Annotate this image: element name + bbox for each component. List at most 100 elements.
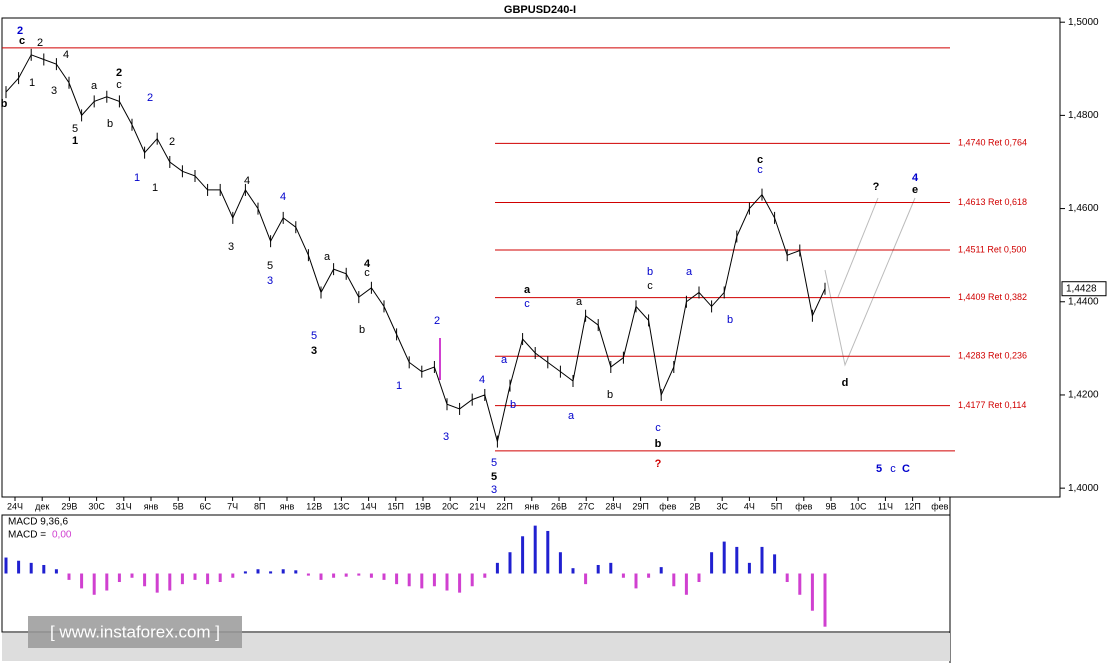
macd-value: 0,00 <box>52 530 72 541</box>
macd-bar <box>155 573 159 593</box>
wave-label: b <box>655 438 662 450</box>
macd-bar <box>4 557 8 574</box>
macd-bar <box>130 573 134 578</box>
wave-label: 4 <box>63 49 69 61</box>
x-tick-label: 8П <box>254 501 265 511</box>
macd-bar <box>42 564 46 574</box>
macd-label: MACD 9,36,6 <box>8 517 68 528</box>
macd-bar <box>193 573 197 580</box>
wave-label: 5 <box>267 260 273 272</box>
x-tick-label: 27С <box>578 501 595 511</box>
x-tick-label: 11Ч <box>878 501 893 511</box>
wave-label: 3 <box>267 275 273 287</box>
macd-bar <box>180 573 184 585</box>
macd-bar <box>80 573 84 589</box>
level-label: 1,4740 Ret 0,764 <box>958 138 1027 148</box>
macd-bar <box>558 552 562 574</box>
wave-label: a <box>568 410 575 422</box>
macd-bar <box>67 573 71 580</box>
macd-bar <box>735 546 739 574</box>
wave-label: 4 <box>912 172 919 184</box>
x-tick-label: 12П <box>904 501 920 511</box>
y-tick-label: 1,4200 <box>1068 390 1099 401</box>
macd-bar <box>495 562 499 574</box>
x-tick-label: 28Ч <box>605 501 621 511</box>
wave-label: c <box>524 298 530 310</box>
y-tick-label: 1,4800 <box>1068 110 1099 121</box>
x-tick-label: 7Ч <box>227 501 238 511</box>
macd-bar <box>306 573 310 576</box>
wave-label: a <box>324 251 331 263</box>
x-tick-label: 9В <box>825 501 836 511</box>
macd-bar <box>596 564 600 574</box>
macd-bar <box>609 562 613 574</box>
x-tick-label: янв <box>144 501 159 511</box>
wave-label: 1 <box>152 182 158 194</box>
wave-label: 5 <box>72 123 78 135</box>
wave-label: c <box>757 164 763 176</box>
macd-bar <box>369 573 373 578</box>
wave-label: 3 <box>491 484 497 496</box>
macd-bar <box>395 573 399 585</box>
wave-label: C <box>902 463 910 475</box>
macd-bar <box>647 573 651 578</box>
wave-label: b <box>1 98 8 110</box>
wave-label: 3 <box>443 431 449 443</box>
macd-bar <box>281 569 285 574</box>
macd-bar <box>294 570 298 574</box>
x-tick-label: янв <box>280 501 295 511</box>
wave-label: a <box>576 296 583 308</box>
macd-bar <box>697 573 701 583</box>
wave-label: 3 <box>51 85 57 97</box>
level-label: 1,4283 Ret 0,236 <box>958 351 1027 361</box>
x-tick-label: 4Ч <box>744 501 755 511</box>
macd-bar <box>659 567 663 574</box>
wave-label: b <box>107 118 113 130</box>
x-tick-label: 26В <box>551 501 567 511</box>
macd-bar <box>684 573 688 595</box>
last-price-box <box>1061 281 1107 297</box>
macd-bar <box>105 573 109 591</box>
watermark-box <box>28 616 242 648</box>
x-tick-label: 13С <box>333 501 350 511</box>
wave-label: 3 <box>228 241 234 253</box>
wave-label: 2 <box>116 67 122 79</box>
wave-label: 2 <box>37 37 43 49</box>
wave-label: c <box>116 79 122 91</box>
x-tick-label: 14Ч <box>361 501 377 511</box>
macd-bar <box>672 573 676 587</box>
wave-label: 4 <box>244 175 250 187</box>
macd-bar <box>319 573 323 580</box>
x-tick-label: 29П <box>632 501 648 511</box>
x-tick-label: янв <box>524 501 539 511</box>
macd-bar <box>533 525 537 574</box>
wave-label: b <box>727 314 733 326</box>
wave-label: a <box>501 354 508 366</box>
macd-bar <box>810 573 814 611</box>
x-tick-label: 10С <box>850 501 867 511</box>
wave-label: c <box>647 280 653 292</box>
level-label: 1,4511 Ret 0,500 <box>958 244 1026 254</box>
macd-bar <box>243 571 247 574</box>
macd-bar <box>206 573 210 585</box>
wave-label: 4 <box>280 191 286 203</box>
wave-label: b <box>359 324 365 336</box>
price-line <box>5 54 826 442</box>
wave-label: c <box>890 463 896 475</box>
wave-label: 5 <box>491 471 497 483</box>
x-tick-label: 31Ч <box>116 501 132 511</box>
watermark: [ www.instaforex.com ] <box>50 622 220 641</box>
x-tick-label: фев <box>659 501 676 511</box>
macd-bar <box>823 573 827 627</box>
level-label: 1,4409 Ret 0,382 <box>958 292 1027 302</box>
x-tick-label: фев <box>795 501 812 511</box>
macd-bar <box>168 573 172 591</box>
macd-bar <box>117 573 121 583</box>
macd-bar <box>432 573 436 587</box>
macd-bar <box>722 541 726 574</box>
chart-title: GBPUSD240-I <box>504 4 576 16</box>
wave-label: a <box>524 284 531 296</box>
macd-bar <box>483 573 487 578</box>
wave-label: ? <box>655 458 662 470</box>
